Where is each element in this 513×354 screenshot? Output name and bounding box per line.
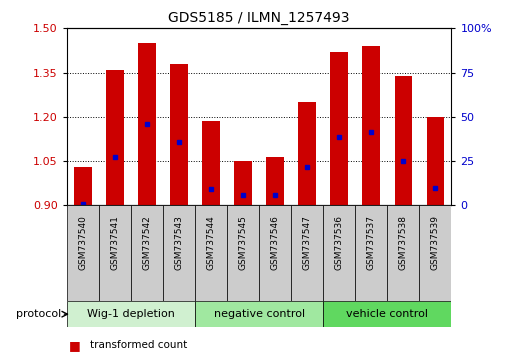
Bar [138,43,155,205]
Title: GDS5185 / ILMN_1257493: GDS5185 / ILMN_1257493 [168,11,350,24]
Text: GSM737538: GSM737538 [399,215,408,270]
Bar [291,205,323,301]
Bar [195,301,323,327]
Bar [394,75,412,205]
Bar [420,205,451,301]
Bar [363,46,380,205]
Bar [234,161,252,205]
Bar [299,102,316,205]
Bar [106,70,124,205]
Bar [227,205,259,301]
Bar [330,52,348,205]
Bar [202,121,220,205]
Text: Wig-1 depletion: Wig-1 depletion [87,309,175,319]
Text: GSM737536: GSM737536 [334,215,344,270]
Text: GSM737539: GSM737539 [431,215,440,270]
Bar [98,205,131,301]
Bar [427,117,444,205]
Text: GSM737540: GSM737540 [78,215,87,270]
Text: GSM737545: GSM737545 [239,215,248,270]
Bar [259,205,291,301]
Bar [74,167,91,205]
Text: vehicle control: vehicle control [346,309,428,319]
Text: transformed count: transformed count [90,340,187,350]
Bar [195,205,227,301]
Bar [355,205,387,301]
Text: GSM737546: GSM737546 [270,215,280,270]
Bar [67,205,98,301]
Bar [387,205,420,301]
Bar [170,64,188,205]
Bar [67,301,195,327]
Text: protocol: protocol [16,309,62,319]
Text: GSM737542: GSM737542 [142,215,151,270]
Text: GSM737547: GSM737547 [303,215,312,270]
Text: ■: ■ [69,353,81,354]
Text: GSM737543: GSM737543 [174,215,184,270]
Bar [323,301,451,327]
Text: ■: ■ [69,339,81,352]
Bar [323,205,355,301]
Bar [131,205,163,301]
Text: GSM737537: GSM737537 [367,215,376,270]
Bar [163,205,195,301]
Bar [266,156,284,205]
Text: GSM737541: GSM737541 [110,215,120,270]
Text: negative control: negative control [213,309,305,319]
Text: GSM737544: GSM737544 [206,215,215,270]
